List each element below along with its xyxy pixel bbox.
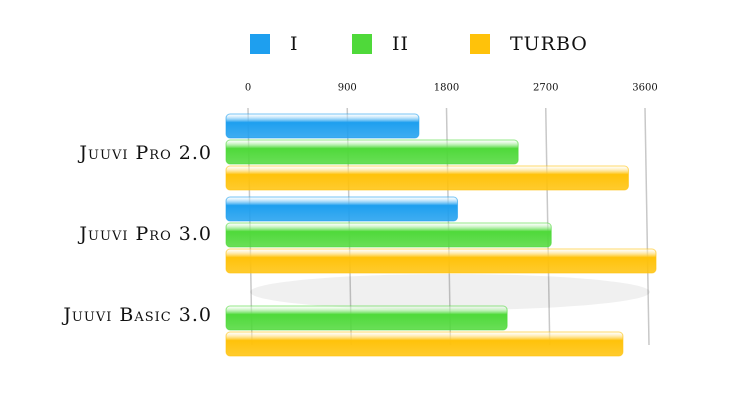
bar (225, 165, 629, 191)
shadow (250, 274, 650, 310)
bar (225, 331, 624, 357)
grid-line (644, 107, 650, 346)
bar (225, 305, 508, 331)
bar (225, 222, 552, 248)
x-tick-label: 0 (245, 83, 251, 94)
bar (225, 139, 519, 165)
x-tick-label: 1800 (434, 83, 459, 94)
legend-label: I (290, 33, 299, 55)
x-tick-label: 900 (338, 83, 357, 94)
legend-swatch (352, 34, 372, 54)
y-tick-label: Juuvi Pro 3.0 (77, 223, 212, 245)
bar (225, 113, 420, 139)
x-tick-label: 2700 (533, 83, 558, 94)
y-tick-label: Juuvi Basic 3.0 (61, 304, 212, 326)
bar (225, 248, 657, 274)
legend-swatch (470, 34, 490, 54)
legend-label: II (392, 33, 409, 55)
legend-swatch (250, 34, 270, 54)
y-tick-label: Juuvi Pro 2.0 (77, 142, 212, 164)
legend-label: TURBO (510, 33, 588, 55)
bar (225, 196, 459, 222)
x-tick-label: 3600 (632, 83, 657, 94)
